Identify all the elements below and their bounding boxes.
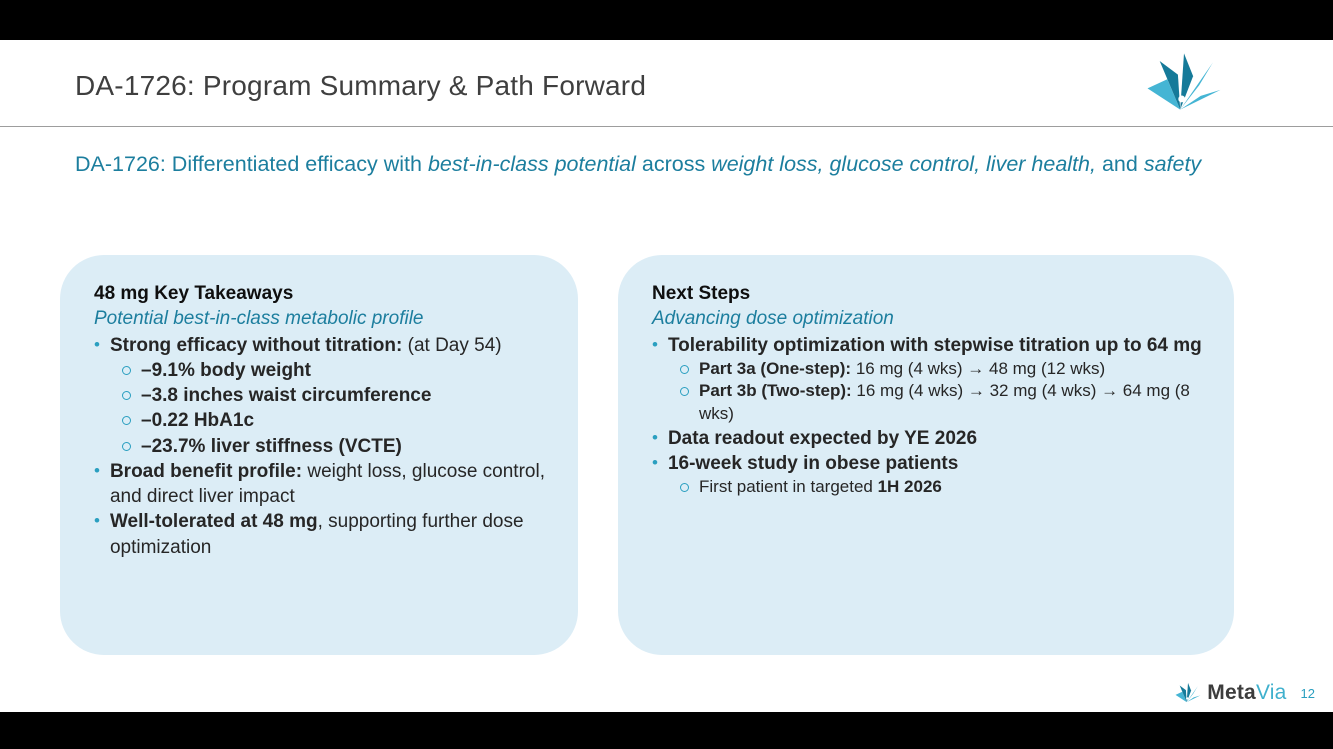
brand-wordmark: MetaVia xyxy=(1207,681,1286,705)
sub-bullet-bold-text: Part 3b (Two-step): xyxy=(699,381,852,401)
brand-via-text: Via xyxy=(1255,681,1287,704)
bullet-bold-text: Broad benefit profile: xyxy=(109,460,303,482)
sub-bullet-text: Part 3a (One-step): 16 mg (4 wks) → 48 m… xyxy=(699,358,1204,381)
sub-bullet-item: –3.8 inches waist circumference xyxy=(122,383,548,408)
sub-bullet-item: Part 3b (Two-step): 16 mg (4 wks) → 32 m… xyxy=(680,380,1204,425)
sub-bullet-icon xyxy=(680,387,689,397)
subtitle-segment-italic: best-in-class potential xyxy=(427,152,636,176)
bullet-rest-text: (at Day 54) xyxy=(402,334,502,356)
sub-bullet-item: Part 3a (One-step): 16 mg (4 wks) → 48 m… xyxy=(680,358,1204,381)
bullet-rest-text: , supporting further dose optimization xyxy=(109,511,524,558)
sub-bullet-icon xyxy=(680,364,689,374)
bottom-black-bar xyxy=(0,712,1333,749)
bullet-item: • Well-tolerated at 48 mg, supporting fu… xyxy=(94,509,548,560)
bullet-item: • 16-week study in obese patients xyxy=(652,451,1204,476)
subtitle-segment: across xyxy=(635,152,712,176)
bullet-text: Broad benefit profile: weight loss, gluc… xyxy=(110,459,548,510)
footer-brand: MetaVia 12 xyxy=(1175,681,1315,705)
next-steps-card: Next Steps Advancing dose optimization •… xyxy=(618,255,1234,655)
sub-bullet-icon xyxy=(122,391,131,401)
page-number: 12 xyxy=(1300,685,1315,701)
subtitle-segment-italic: safety xyxy=(1143,152,1202,176)
sub-bullet-text: –0.22 HbA1c xyxy=(141,410,255,432)
key-takeaways-card: 48 mg Key Takeaways Potential best-in-cl… xyxy=(60,255,578,655)
sub-bullet-text: –3.8 inches waist circumference xyxy=(141,385,432,407)
bullet-item: • Broad benefit profile: weight loss, gl… xyxy=(94,459,548,510)
bullet-icon: • xyxy=(652,427,658,447)
bullet-icon: • xyxy=(94,460,100,480)
sub-bullet-icon xyxy=(680,483,689,493)
sub-bullet-item: –9.1% body weight xyxy=(122,358,548,383)
bullet-text: Tolerability optimization with stepwise … xyxy=(667,334,1202,356)
card-heading: Next Steps xyxy=(652,283,751,304)
sub-bullet-text: –9.1% body weight xyxy=(141,359,311,381)
metavia-logo-icon xyxy=(1147,53,1221,110)
card-subheading: Advancing dose optimization xyxy=(652,308,894,330)
bullet-item: • Strong efficacy without titration: (at… xyxy=(94,333,548,358)
slide-subtitle: DA-1726: Differentiated efficacy with be… xyxy=(75,150,1260,178)
sub-bullet-item: First patient in targeted 1H 2026 xyxy=(680,476,1204,499)
bullet-icon: • xyxy=(652,334,658,354)
brand-meta-text: Meta xyxy=(1207,681,1256,704)
bullet-bold-text: Well-tolerated at 48 mg xyxy=(109,511,318,533)
metavia-logo-icon xyxy=(1175,682,1201,703)
bullet-text: 16-week study in obese patients xyxy=(667,452,959,474)
bullet-text: Well-tolerated at 48 mg, supporting furt… xyxy=(110,509,548,560)
sub-bullet-text: First patient in targeted 1H 2026 xyxy=(699,476,1204,499)
bullet-icon: • xyxy=(94,511,100,531)
subtitle-segment: and xyxy=(1095,152,1144,176)
bullet-text: Strong efficacy without titration: (at D… xyxy=(110,333,548,358)
card-subheading: Potential best-in-class metabolic profil… xyxy=(94,308,424,330)
bullet-text: Data readout expected by YE 2026 xyxy=(667,427,978,449)
sub-bullet-bold-text: 1H 2026 xyxy=(877,477,942,497)
header-divider xyxy=(0,126,1333,127)
sub-bullet-rest-text: 16 mg (4 wks) → 32 mg (4 wks) → 64 mg (8… xyxy=(699,381,1190,424)
sub-bullet-icon xyxy=(122,365,131,375)
subtitle-segment-italic: weight loss, glucose control, liver heal… xyxy=(711,152,1096,176)
sub-bullet-item: –23.7% liver stiffness (VCTE) xyxy=(122,434,548,459)
bullet-item: • Tolerability optimization with stepwis… xyxy=(652,333,1204,358)
sub-bullet-rest-text: 16 mg (4 wks) → 48 mg (12 wks) xyxy=(851,358,1106,378)
bullet-item: • Data readout expected by YE 2026 xyxy=(652,426,1204,451)
card-heading: 48 mg Key Takeaways xyxy=(94,283,294,304)
bullet-rest-text: weight loss, glucose control, and direct… xyxy=(109,460,545,508)
sub-bullet-rest-text: First patient in targeted xyxy=(699,477,878,497)
sub-bullet-icon xyxy=(122,416,131,426)
subtitle-segment: DA-1726: Differentiated efficacy with xyxy=(75,152,428,176)
sub-bullet-icon xyxy=(122,441,131,451)
bullet-icon: • xyxy=(94,334,100,354)
sub-bullet-bold-text: Part 3a (One-step): xyxy=(699,358,852,378)
sub-bullet-item: –0.22 HbA1c xyxy=(122,408,548,433)
bullet-bold-text: Strong efficacy without titration: xyxy=(109,334,403,356)
top-black-bar xyxy=(0,0,1333,40)
bullet-icon: • xyxy=(652,452,658,472)
page-title: DA-1726: Program Summary & Path Forward xyxy=(75,70,647,101)
sub-bullet-text: Part 3b (Two-step): 16 mg (4 wks) → 32 m… xyxy=(699,380,1204,425)
sub-bullet-text: –23.7% liver stiffness (VCTE) xyxy=(141,435,402,457)
